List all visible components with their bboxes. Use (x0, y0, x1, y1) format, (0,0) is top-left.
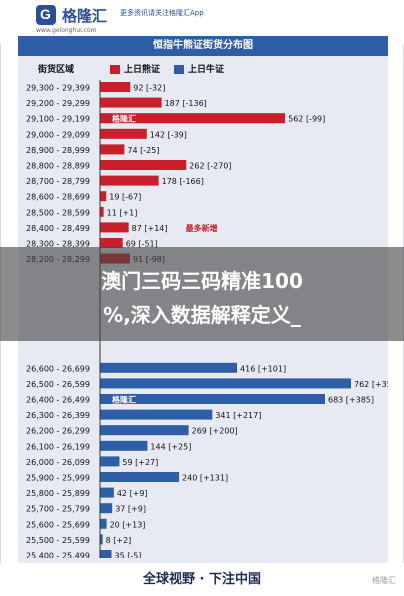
legend-label-bear: 上日熊证 (124, 65, 161, 75)
range-label: 28,900 - 28,999 (26, 146, 90, 155)
chart-title: 恒指牛熊证街货分布图 (153, 40, 253, 51)
bar (100, 456, 120, 467)
data-label: 8 [+2] (106, 536, 132, 545)
bar (100, 206, 104, 217)
bar-chart: 29,300 - 29,399 92 [-32] 29,200 - 29,299 18… (26, 80, 388, 559)
data-label: 59 [+27] (122, 458, 158, 467)
legend-swatch-bear (110, 65, 120, 74)
bar (100, 160, 187, 170)
legend-label-bull: 上日牛证 (188, 65, 225, 75)
range-label: 26,100 - 26,199 (26, 442, 90, 451)
data-label: 142 [-39] (150, 130, 187, 139)
range-label: 28,800 - 28,899 (26, 162, 90, 171)
range-label: 25,400 - 25,499 (26, 552, 90, 559)
chart-title-band (18, 36, 388, 56)
range-label: 25,500 - 25,599 (26, 536, 90, 545)
legend-swatch-bull (174, 65, 184, 74)
data-label: 762 [+356] (354, 380, 388, 389)
range-label: 26,200 - 26,299 (26, 427, 90, 436)
brand-logo-icon (36, 5, 56, 25)
bar (100, 378, 352, 389)
chart-annotation: 格隆汇 (112, 395, 136, 405)
data-label: 35 [-5] (115, 552, 142, 559)
bar (100, 550, 112, 558)
brand-tagline: 更多资讯请关注格隆汇App (120, 9, 204, 17)
range-label: 25,800 - 25,899 (26, 489, 90, 498)
bar (100, 82, 131, 92)
data-label: 178 [-166] (162, 177, 204, 186)
bar (100, 175, 159, 186)
data-label: 269 [+200] (192, 427, 238, 436)
data-label: 187 [-136] (165, 99, 207, 108)
headline-overlay: 澳门三码三码精准100 %,深入数据解释定义_ (0, 247, 404, 341)
chart-annotation: 格隆汇 (112, 114, 136, 124)
bar (100, 222, 129, 233)
range-label: 29,200 - 29,299 (26, 99, 90, 108)
range-label: 26,500 - 26,599 (26, 380, 90, 389)
bar (100, 425, 189, 436)
footer-watermark: 格隆汇 (372, 576, 396, 585)
range-label: 29,100 - 29,199 (26, 115, 90, 124)
range-label: 28,300 - 28,399 (26, 240, 90, 249)
data-label: 416 [+101] (240, 364, 286, 373)
footer-bar (0, 563, 404, 596)
bar (100, 440, 148, 451)
bar (100, 503, 113, 514)
data-label: 144 [+25] (150, 442, 191, 451)
brand-name: 格隆汇 (62, 8, 108, 25)
data-label: 42 [+9] (117, 489, 148, 498)
range-label: 28,400 - 28,499 (26, 224, 90, 233)
category-header: 街货区域 (38, 65, 75, 75)
range-label: 28,700 - 28,799 (26, 177, 90, 186)
bar (100, 238, 123, 248)
bar (100, 97, 162, 108)
headline-line-2: %,深入数据解释定义_ (103, 303, 301, 327)
data-label: 562 [-99] (288, 115, 325, 124)
range-label: 26,000 - 26,099 (26, 458, 90, 467)
bar (100, 128, 147, 139)
bar (100, 362, 238, 373)
data-label: 69 [-51] (126, 240, 158, 249)
bar (100, 113, 286, 124)
data-label: 92 [-32] (133, 84, 165, 93)
range-label: 26,300 - 26,399 (26, 411, 90, 420)
range-label: 25,600 - 25,699 (26, 520, 90, 529)
site-url: www.gelonghui.com (36, 27, 97, 34)
bar (100, 191, 107, 202)
bar (100, 144, 125, 155)
range-label: 26,600 - 26,699 (26, 364, 90, 373)
data-label: 37 [+9] (115, 505, 146, 514)
chart-annotation: 最多新增 (186, 223, 218, 233)
data-label: 74 [-25] (127, 146, 159, 155)
data-label: 341 [+217] (215, 411, 261, 420)
chart-legend: 街货区域 上日熊证 上日牛证 (18, 62, 388, 78)
data-label: 683 [+385] (328, 396, 374, 405)
range-label: 25,900 - 25,999 (26, 474, 90, 483)
footer-slogan: 全球视野 · 下注中国 (143, 572, 261, 587)
bar (100, 518, 107, 529)
data-label: 19 [-67] (109, 193, 141, 202)
bar (100, 487, 114, 498)
headline-line-1: 澳门三码三码精准100 (101, 269, 303, 293)
data-label: 262 [-270] (189, 162, 231, 171)
range-label: 25,700 - 25,799 (26, 505, 90, 514)
bar (100, 394, 325, 404)
data-label: 87 [+14] (132, 224, 168, 233)
data-label: 11 [+1] (107, 208, 138, 217)
range-label: 29,000 - 29,099 (26, 130, 90, 139)
data-label: 240 [+131] (182, 474, 228, 483)
data-label: 20 [+13] (110, 520, 146, 529)
bar (100, 534, 103, 545)
bar (100, 409, 213, 420)
range-label: 29,300 - 29,399 (26, 84, 90, 93)
bar (100, 472, 180, 482)
range-label: 26,400 - 26,499 (26, 396, 90, 405)
range-label: 28,600 - 28,699 (26, 193, 90, 202)
range-label: 28,500 - 28,599 (26, 208, 90, 217)
